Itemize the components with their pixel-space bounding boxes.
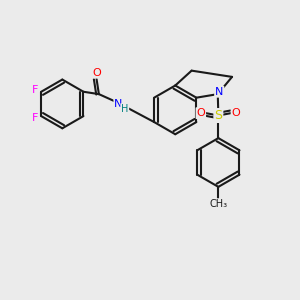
Text: CH₃: CH₃: [209, 199, 227, 209]
Text: O: O: [92, 68, 101, 78]
Text: F: F: [32, 112, 38, 123]
Text: H: H: [121, 104, 128, 114]
Text: N: N: [215, 87, 224, 97]
Text: S: S: [214, 109, 222, 122]
Text: O: O: [196, 108, 205, 118]
Text: F: F: [32, 85, 38, 95]
Text: N: N: [114, 99, 123, 109]
Text: O: O: [232, 108, 240, 118]
